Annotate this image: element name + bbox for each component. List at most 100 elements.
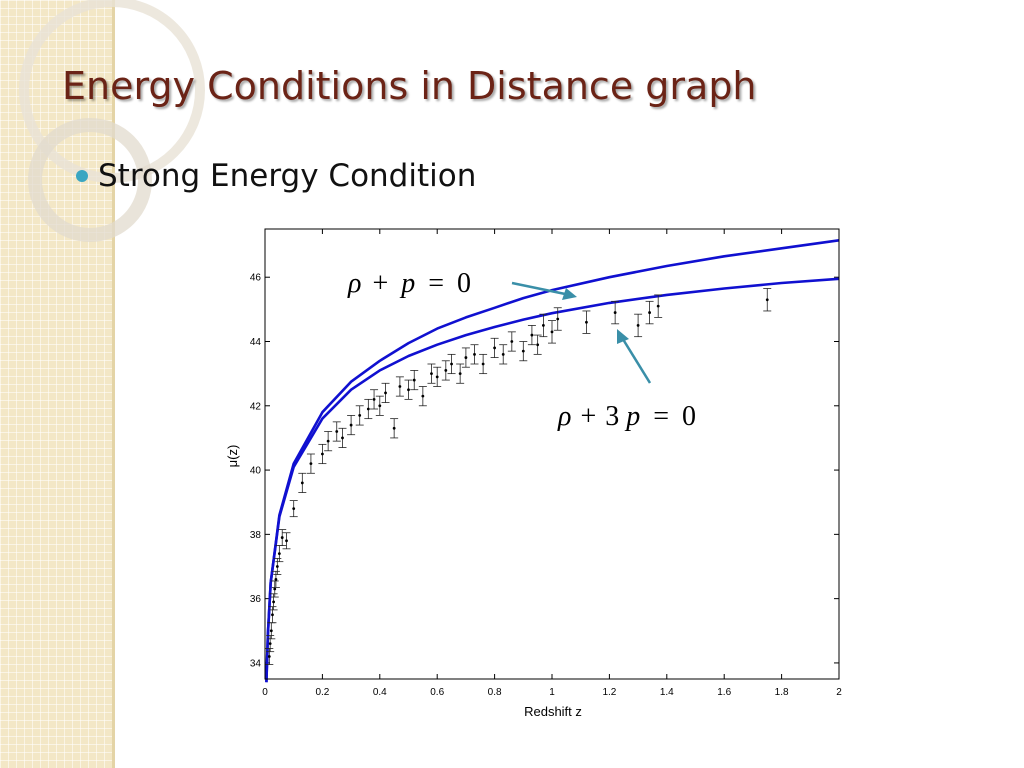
y-tick-label: 44	[250, 337, 262, 348]
x-tick-label: 0.2	[315, 687, 329, 698]
point-marker	[430, 372, 433, 376]
data-point	[645, 300, 654, 325]
data-point	[289, 500, 298, 518]
data-point	[306, 453, 315, 474]
point-marker	[267, 655, 271, 658]
data-point	[427, 363, 436, 384]
y-axis-label: μ(z)	[225, 445, 240, 468]
point-marker	[481, 362, 485, 366]
point-marker	[636, 324, 640, 327]
data-point	[271, 570, 280, 588]
y-tick-label: 42	[250, 401, 262, 412]
y-tick-label: 40	[250, 466, 262, 477]
curve-rho-plus-3p	[265, 277, 840, 683]
point-marker	[358, 414, 362, 417]
data-point	[418, 386, 427, 407]
point-marker	[366, 407, 370, 411]
data-point	[507, 331, 516, 352]
arrow2-shaft	[619, 335, 652, 384]
plot-background	[265, 229, 839, 679]
data-point	[447, 353, 456, 375]
point-marker	[378, 404, 382, 408]
data-point	[433, 366, 442, 387]
point-marker	[648, 311, 651, 314]
equation-rho-plus-3p: ρ + 3 p = 0	[557, 401, 696, 432]
arrow2-head	[617, 329, 629, 344]
equation-rho-plus-p: ρ + p = 0	[347, 268, 471, 299]
data-point	[270, 580, 279, 598]
arrow1-shaft	[511, 281, 571, 297]
point-marker	[493, 346, 496, 350]
point-marker	[300, 481, 304, 485]
arrow1-head	[562, 288, 577, 300]
data-point	[381, 382, 390, 403]
data-point	[553, 307, 562, 331]
data-point	[470, 344, 479, 365]
data-point	[490, 337, 499, 358]
data-point	[332, 421, 341, 442]
point-marker	[510, 340, 514, 343]
data-point	[634, 313, 643, 338]
eq2-rho: ρ	[557, 401, 571, 432]
axis-ticks	[264, 229, 840, 679]
data-point	[278, 529, 287, 547]
plot-frame	[264, 228, 840, 680]
y-tick-label: 36	[250, 594, 262, 605]
x-tick-label: 1.6	[717, 687, 731, 698]
point-marker	[272, 600, 276, 604]
x-tick-labels: 0 0.2 0.4 0.6 0.8 1 1.2 1.4 1.6 1.8 2	[262, 687, 842, 698]
x-tick-label: 0	[262, 687, 268, 698]
data-point	[269, 593, 278, 611]
data-point	[539, 313, 548, 338]
eq1-zero: 0	[457, 268, 471, 299]
point-marker	[412, 378, 416, 382]
point-marker	[273, 587, 277, 591]
model-curves	[265, 239, 840, 683]
point-marker	[384, 391, 387, 395]
point-marker	[274, 577, 278, 581]
point-marker	[421, 394, 425, 398]
x-tick-label: 0.6	[430, 687, 444, 698]
point-marker	[556, 317, 560, 321]
x-tick-label: 1.8	[775, 687, 789, 698]
data-point	[338, 427, 347, 448]
point-marker	[335, 430, 339, 433]
point-marker	[521, 349, 525, 353]
data-point	[266, 635, 275, 653]
point-marker	[765, 298, 769, 302]
data-point	[548, 320, 556, 344]
data-point	[611, 300, 620, 325]
point-marker	[450, 362, 453, 366]
svg-text:ρ + p =: ρ + p = 0	[347, 268, 471, 299]
data-point	[519, 341, 528, 362]
bullet-item: Strong Energy Condition	[76, 158, 476, 194]
eq1-p: p	[399, 268, 415, 299]
x-tick-label: 1	[549, 687, 555, 698]
point-marker	[268, 642, 272, 646]
point-marker	[407, 388, 410, 392]
data-point	[298, 472, 307, 493]
point-marker	[656, 304, 660, 308]
data-point	[375, 395, 384, 416]
point-marker	[536, 343, 540, 347]
data-point	[441, 360, 450, 381]
eq1-equals: =	[428, 268, 444, 299]
eq2-plus: +	[580, 401, 596, 432]
data-point	[410, 370, 419, 391]
x-tick-label: 0.4	[373, 687, 387, 698]
x-tick-label: 1.2	[602, 687, 616, 698]
point-marker	[550, 330, 554, 334]
point-marker	[585, 320, 588, 324]
data-point	[282, 532, 291, 550]
data-point	[370, 389, 379, 410]
point-marker	[372, 397, 376, 401]
data-point	[654, 294, 663, 318]
point-marker	[349, 423, 353, 427]
point-marker	[464, 356, 468, 359]
data-point	[347, 415, 356, 436]
eq1-rho: ρ	[347, 268, 361, 299]
point-marker	[530, 333, 534, 337]
data-point	[533, 334, 542, 355]
point-marker	[269, 629, 273, 633]
